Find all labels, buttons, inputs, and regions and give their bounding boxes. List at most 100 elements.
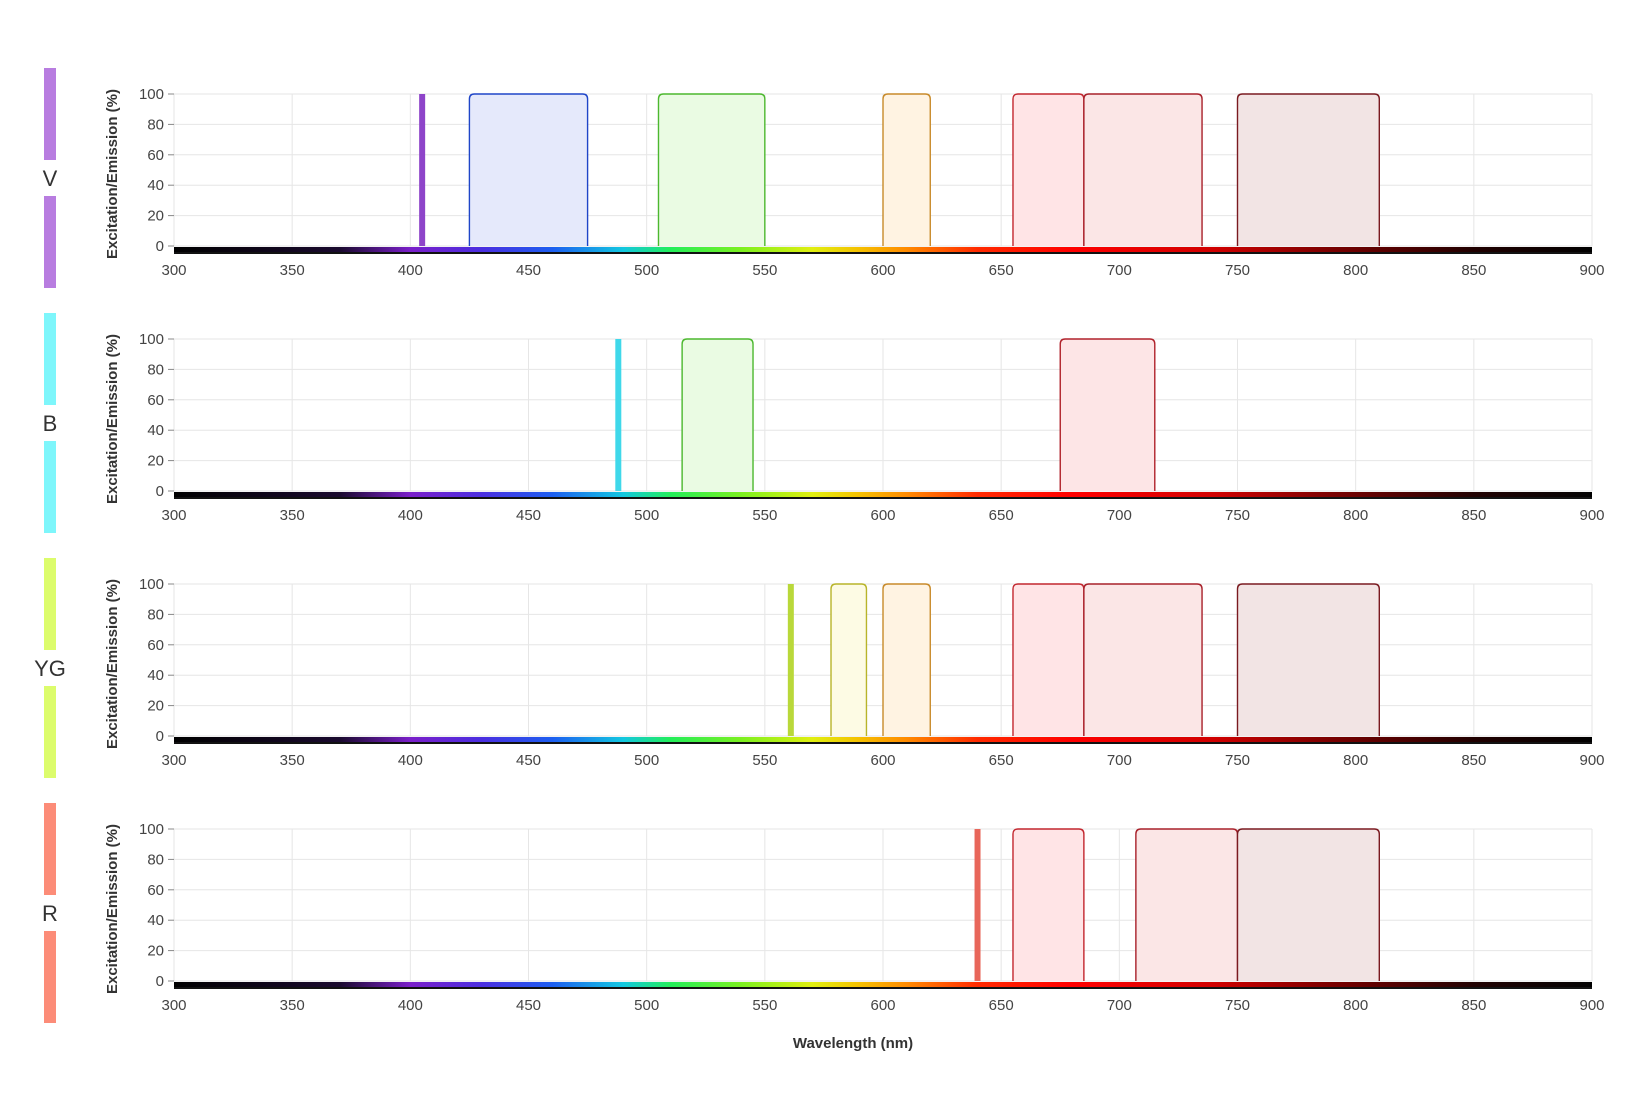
laser-line — [787, 584, 794, 736]
laser-bar-top — [44, 558, 56, 650]
x-tick-label: 500 — [634, 262, 659, 279]
x-tick-label: 450 — [516, 507, 541, 524]
laser-bar-top — [44, 313, 56, 405]
filter-band-fill — [1237, 94, 1380, 246]
x-tick-label: 600 — [870, 752, 895, 769]
x-tick-label: 500 — [634, 997, 659, 1014]
y-tick-label: 60 — [147, 392, 164, 409]
filter-band-fill — [1012, 829, 1084, 981]
filter-band-fill — [1237, 829, 1380, 981]
laser-bar-bottom — [44, 686, 56, 778]
x-tick-label: 300 — [161, 507, 186, 524]
laser-label: V — [43, 166, 58, 191]
filter-band-fill — [469, 94, 588, 246]
x-tick-label: 700 — [1107, 752, 1132, 769]
filter-band — [1012, 828, 1085, 981]
y-tick-label: 100 — [139, 576, 164, 593]
x-tick-label: 650 — [989, 262, 1014, 279]
y-tick-label: 0 — [156, 238, 164, 255]
filter-band-fill — [682, 339, 754, 491]
x-tick-label: 500 — [634, 752, 659, 769]
x-tick-label: 400 — [398, 997, 423, 1014]
x-tick-label: 550 — [752, 262, 777, 279]
x-tick-label: 400 — [398, 752, 423, 769]
laser-line — [974, 829, 981, 981]
filter-band — [657, 93, 766, 246]
laser-line — [615, 339, 622, 491]
x-tick-label: 900 — [1579, 752, 1604, 769]
y-axis-title: Excitation/Emission (%) — [104, 334, 121, 504]
x-tick-label: 850 — [1461, 997, 1486, 1014]
panel-r: R 0 20 40 60 80 100 Excitation/Emission (%) 300 3… — [42, 803, 1605, 1023]
spectrum-baseline — [174, 492, 1592, 497]
x-tick-label: 750 — [1225, 262, 1250, 279]
y-axis-title: Excitation/Emission (%) — [104, 824, 121, 994]
y-tick-label: 40 — [147, 422, 164, 439]
x-tick-label: 650 — [989, 752, 1014, 769]
x-tick-label: 600 — [870, 507, 895, 524]
filter-band — [830, 583, 868, 736]
x-tick-label: 450 — [516, 262, 541, 279]
panel-yg: YG 0 20 40 60 80 100 Excitation/Emission (%) 300… — [34, 558, 1605, 778]
laser-bar-top — [44, 68, 56, 160]
x-tick-label: 500 — [634, 507, 659, 524]
x-tick-label: 900 — [1579, 997, 1604, 1014]
x-tick-label: 550 — [752, 997, 777, 1014]
x-tick-label: 300 — [161, 997, 186, 1014]
y-tick-label: 20 — [147, 208, 164, 225]
filter-band-fill — [1083, 584, 1203, 736]
laser-line — [419, 94, 426, 246]
x-tick-label: 800 — [1343, 507, 1368, 524]
filter-band — [468, 93, 589, 246]
y-tick-label: 100 — [139, 331, 164, 348]
x-tick-label: 700 — [1107, 507, 1132, 524]
y-tick-label: 60 — [147, 147, 164, 164]
x-tick-label: 350 — [280, 507, 305, 524]
x-tick-label: 400 — [398, 262, 423, 279]
filter-band — [1236, 93, 1380, 246]
filter-band-fill — [1060, 339, 1155, 491]
y-tick-label: 100 — [139, 821, 164, 838]
x-tick-label: 800 — [1343, 997, 1368, 1014]
filter-band — [1059, 338, 1156, 491]
filter-band-fill — [1012, 94, 1084, 246]
filter-band — [882, 583, 931, 736]
filter-band-fill — [1012, 584, 1084, 736]
x-tick-label: 650 — [989, 997, 1014, 1014]
laser-bar-bottom — [44, 931, 56, 1023]
y-tick-label: 60 — [147, 637, 164, 654]
y-tick-label: 40 — [147, 177, 164, 194]
x-tick-label: 550 — [752, 507, 777, 524]
filter-band — [1083, 583, 1203, 736]
x-tick-label: 600 — [870, 262, 895, 279]
filter-band — [882, 93, 931, 246]
y-tick-label: 20 — [147, 453, 164, 470]
filter-band-fill — [658, 94, 765, 246]
y-axis-title: Excitation/Emission (%) — [104, 89, 121, 259]
y-tick-label: 80 — [147, 851, 164, 868]
x-tick-label: 900 — [1579, 507, 1604, 524]
y-tick-label: 80 — [147, 116, 164, 133]
filter-band-fill — [883, 94, 931, 246]
x-tick-label: 700 — [1107, 262, 1132, 279]
panel-b: B 0 20 40 60 80 100 Excitation/Emission (%) 300 3… — [43, 313, 1605, 533]
y-tick-label: 40 — [147, 912, 164, 929]
filter-band-fill — [1135, 829, 1238, 981]
filter-band — [1236, 583, 1380, 736]
laser-bar-bottom — [44, 196, 56, 288]
y-tick-label: 80 — [147, 606, 164, 623]
filter-band — [1236, 828, 1380, 981]
y-tick-label: 0 — [156, 483, 164, 500]
panel-v: V 0 20 40 60 80 100 Excitation/Emission (%) 300 3… — [43, 68, 1605, 288]
y-tick-label: 60 — [147, 882, 164, 899]
x-tick-label: 750 — [1225, 752, 1250, 769]
filter-band-fill — [883, 584, 931, 736]
filter-band-fill — [1237, 584, 1380, 736]
x-tick-label: 300 — [161, 752, 186, 769]
y-tick-label: 0 — [156, 973, 164, 990]
x-tick-label: 900 — [1579, 262, 1604, 279]
x-tick-label: 450 — [516, 752, 541, 769]
x-tick-label: 750 — [1225, 997, 1250, 1014]
